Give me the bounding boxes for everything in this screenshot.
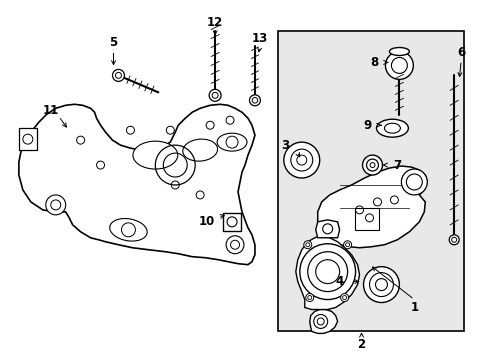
Polygon shape <box>315 220 339 238</box>
Circle shape <box>112 69 124 81</box>
Circle shape <box>303 241 311 249</box>
Circle shape <box>313 315 327 328</box>
Circle shape <box>305 293 313 302</box>
Bar <box>223 213 241 231</box>
Polygon shape <box>317 166 427 248</box>
Circle shape <box>448 235 458 245</box>
Text: 8: 8 <box>369 56 378 69</box>
Ellipse shape <box>183 139 217 161</box>
Ellipse shape <box>217 133 246 151</box>
Text: 10: 10 <box>199 215 215 228</box>
Bar <box>277 31 463 332</box>
Polygon shape <box>295 236 359 310</box>
Circle shape <box>283 142 319 178</box>
Text: 6: 6 <box>456 46 465 59</box>
Polygon shape <box>309 310 337 333</box>
Ellipse shape <box>376 119 407 137</box>
Text: 7: 7 <box>392 158 401 172</box>
Text: 2: 2 <box>357 338 365 351</box>
Text: 5: 5 <box>109 36 118 49</box>
Circle shape <box>363 267 399 302</box>
Circle shape <box>385 51 412 80</box>
Circle shape <box>249 95 260 106</box>
Text: 13: 13 <box>251 32 267 45</box>
Circle shape <box>209 89 221 101</box>
Circle shape <box>46 195 65 215</box>
Bar <box>354 208 379 230</box>
Text: 4: 4 <box>335 275 343 288</box>
Ellipse shape <box>388 48 408 55</box>
Ellipse shape <box>109 219 147 241</box>
Polygon shape <box>19 104 254 265</box>
Bar <box>19 128 37 150</box>
Circle shape <box>340 293 348 302</box>
Text: 3: 3 <box>280 139 288 152</box>
Circle shape <box>299 244 355 300</box>
Ellipse shape <box>133 141 178 169</box>
Text: 9: 9 <box>363 119 371 132</box>
Text: 12: 12 <box>206 16 223 29</box>
Circle shape <box>343 241 351 249</box>
Circle shape <box>362 155 382 175</box>
Circle shape <box>225 236 244 254</box>
Circle shape <box>401 169 427 195</box>
Text: 11: 11 <box>42 104 59 117</box>
Text: 1: 1 <box>409 301 418 314</box>
